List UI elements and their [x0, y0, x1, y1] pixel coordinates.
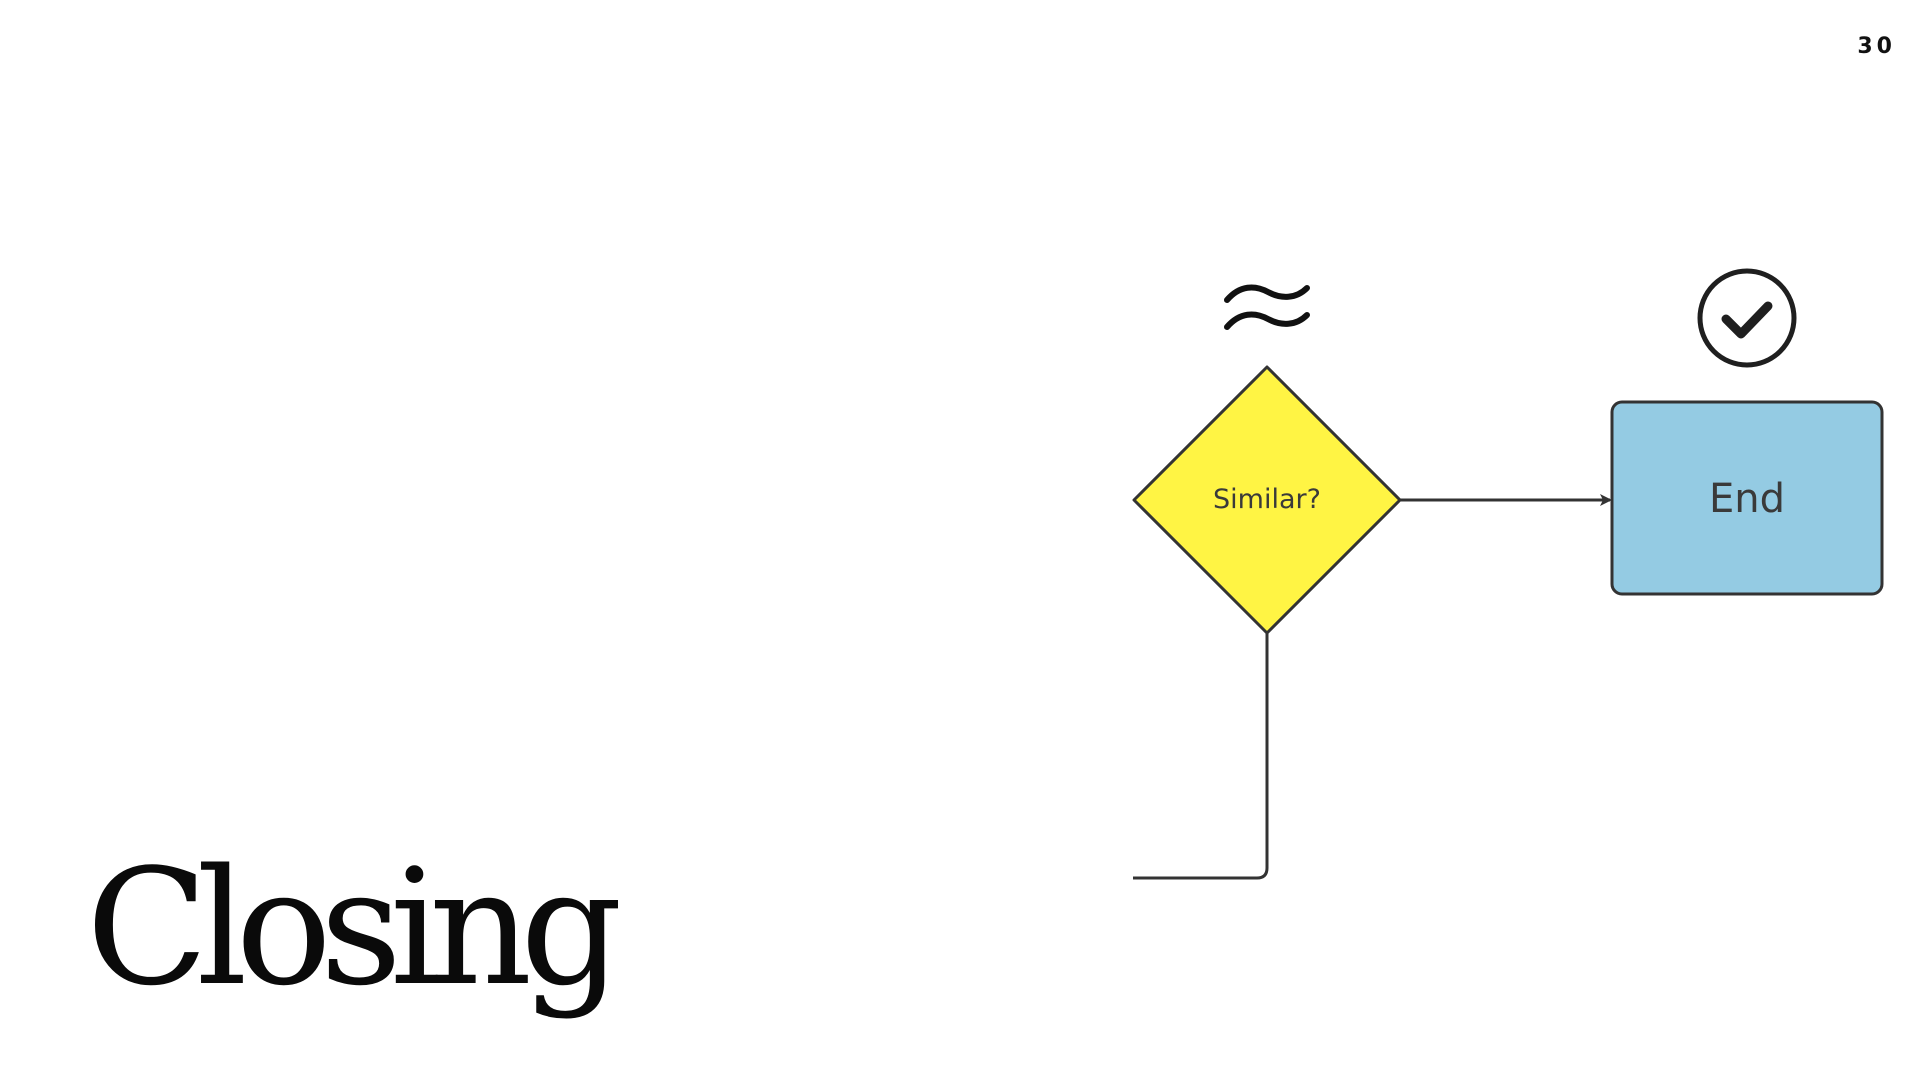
- slide-number: 30: [1857, 34, 1896, 59]
- end-box: [1610, 400, 1884, 596]
- check-circle-icon: [1697, 268, 1797, 368]
- end-label: End: [1709, 476, 1785, 522]
- decision-label: Similar?: [1213, 484, 1321, 515]
- slide-title: Closing: [86, 834, 623, 1021]
- connector-decision-down: [1133, 633, 1269, 880]
- approx-equal-icon: [1224, 284, 1310, 330]
- decision-node[interactable]: Similar?: [1132, 365, 1402, 635]
- end-node[interactable]: End: [1610, 400, 1884, 596]
